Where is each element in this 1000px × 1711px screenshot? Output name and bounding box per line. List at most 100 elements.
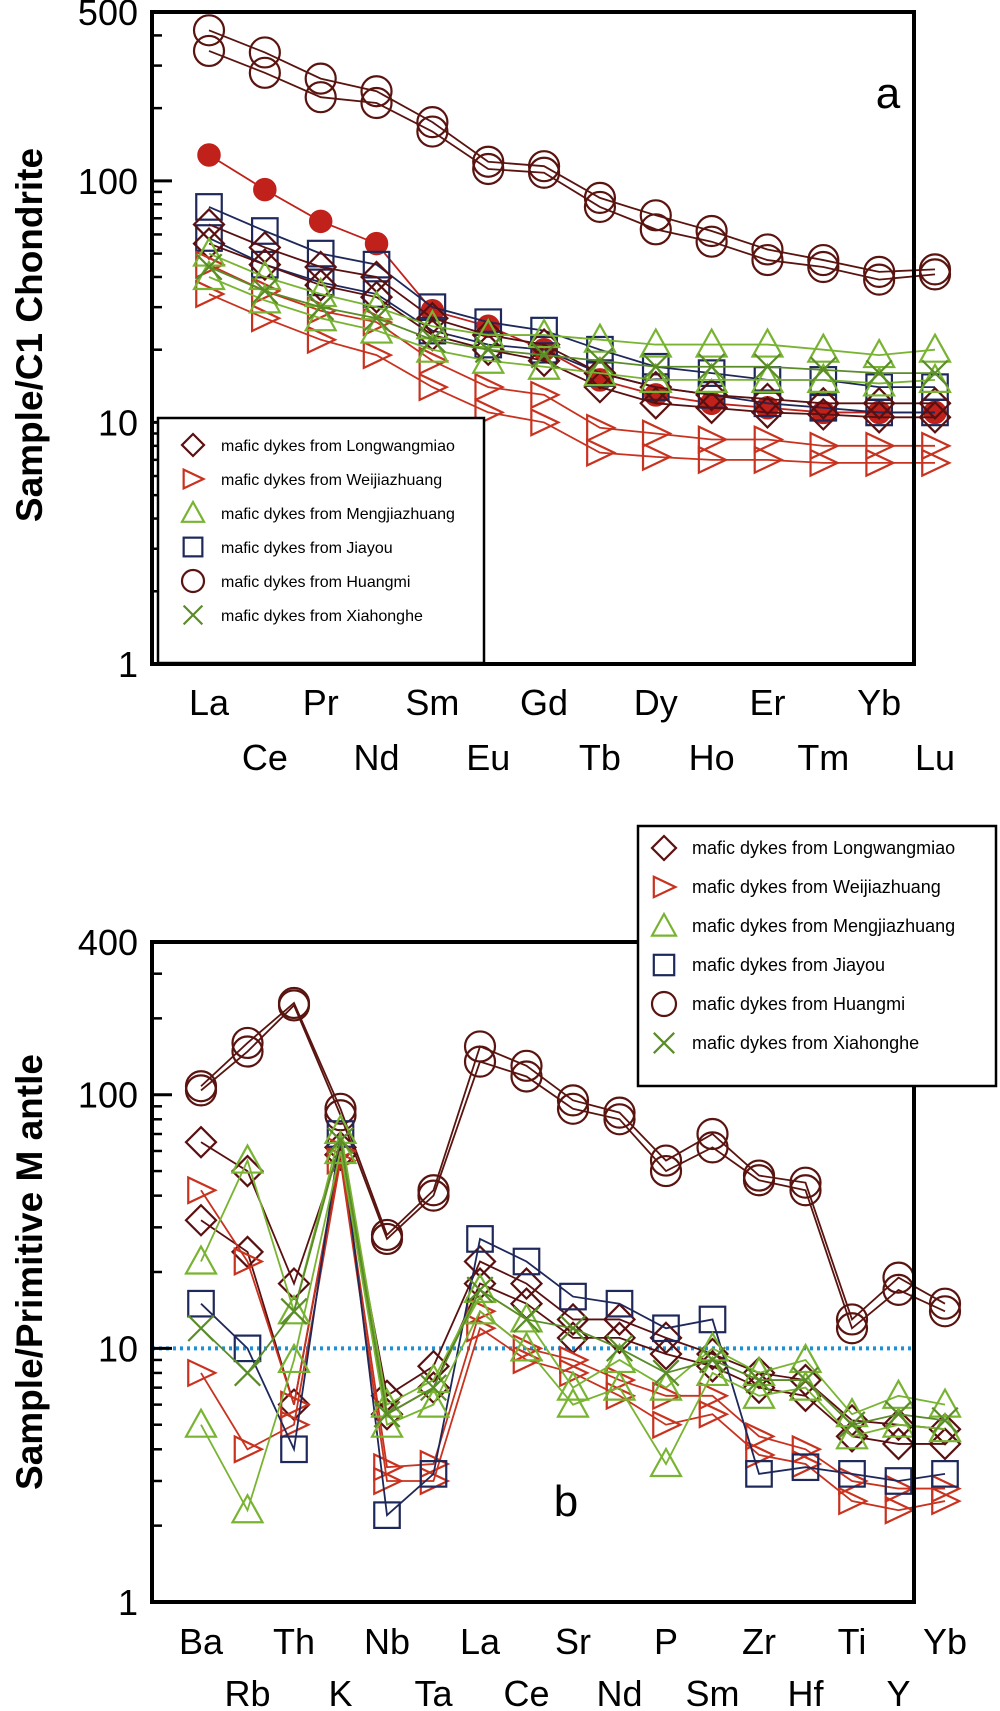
chart-a-point-ho: [695, 378, 729, 412]
chart-a-point-er: [751, 233, 784, 266]
chart-a-point-lu: [921, 398, 949, 427]
chart-a-series-mafic-dykes-from-weijiazhuang-7: [195, 250, 952, 461]
chart-a-x-tick-label-tm: Tm: [797, 737, 849, 778]
chart-b-point-ce: [512, 1247, 541, 1276]
chart-a-point-er: [750, 382, 785, 416]
legend-label: mafic dykes from Xiahonghe: [692, 1033, 919, 1053]
chart-b-point-ti: [838, 1411, 866, 1439]
chart-b-point-rb: [233, 1247, 265, 1276]
chart-b-x-tick-label-y: Y: [886, 1673, 910, 1711]
chart-a-point-ce: [250, 217, 279, 245]
legend-item-mafic-dykes-from-weijiazhuang: mafic dykes from Weijiazhuang: [182, 467, 442, 491]
chart-b-point-nd: [602, 1321, 637, 1355]
chart-b-point-ba: [187, 1175, 218, 1205]
chart-b-point-k: [324, 1092, 357, 1125]
chart-a-legend-box: [156, 416, 486, 665]
chart-b-point-ti: [838, 1460, 866, 1488]
chart-a-point-ce: [248, 248, 282, 282]
legend-label: mafic dykes from Mengjiazhuang: [221, 506, 455, 523]
chart-b-point-la: [466, 1296, 497, 1326]
chart-b-point-p: [652, 1410, 683, 1440]
chart-a-point-nd: [364, 231, 389, 256]
chart-a-point-tm: [809, 393, 838, 422]
chart-a-series-mafic-dykes-from-weijiazhuang-8: [195, 279, 952, 478]
chart-a-point-ce: [253, 177, 277, 202]
chart-a-point-yb: [863, 263, 896, 296]
chart-b-x-tick-label-ba: Ba: [179, 1621, 224, 1662]
legend-marker-square: [182, 536, 204, 558]
chart-a-series-mafic-dykes-from-jiayou-3: [195, 193, 949, 401]
chart-a-point-lu: [918, 386, 952, 420]
chart-a-point-tm: [809, 448, 841, 478]
chart-b-point-sm: [698, 1399, 730, 1429]
chart-a-point-gd: [530, 335, 558, 364]
chart-a-point-pr: [307, 293, 335, 321]
chart-a-point-gd: [527, 156, 561, 189]
chart-b-point-nd: [603, 1096, 636, 1129]
chart-a-point-tm: [809, 431, 841, 461]
chart-b-point-p: [649, 1446, 683, 1478]
chart-b-point-la: [463, 1272, 497, 1304]
legend-label: mafic dykes from Huangmi: [221, 574, 410, 591]
legend-marker-triangle-right: [182, 467, 207, 491]
chart-b-point-th: [277, 1294, 311, 1325]
chart-a-point-dy: [639, 213, 672, 246]
chart-b-point-y: [881, 1427, 916, 1461]
chart-b-point-ba: [184, 1244, 218, 1275]
chart-a-series-line: [208, 50, 936, 281]
chart-b-point-la: [463, 1045, 497, 1078]
chart-b-point-zr: [745, 1460, 773, 1488]
chart-a-frame: [150, 10, 916, 666]
legend-label: mafic dykes from Jiayou: [692, 955, 885, 975]
chart-b-x-tick-label-rb: Rb: [224, 1673, 270, 1711]
chart-a-point-sm: [416, 115, 449, 148]
chart-a-point-ho: [694, 327, 729, 358]
chart-a-point-ho: [694, 362, 729, 393]
chart-a-point-eu: [472, 145, 505, 178]
chart-b-series-line: [200, 1133, 946, 1517]
chart-b-x-tick-label-nd: Nd: [596, 1673, 642, 1711]
chart-a-point-tb: [586, 347, 614, 375]
chart-b-point-y: [884, 1467, 913, 1495]
chart-b-plot-area: [152, 986, 962, 1529]
legend-marker-x: [182, 604, 204, 626]
chart-a-point-la: [192, 34, 226, 68]
chart-a-point-tb: [583, 370, 617, 404]
chart-a-point-er: [753, 389, 782, 418]
chart-a-point-ce: [248, 56, 281, 89]
chart-a-point-lu: [918, 362, 952, 393]
chart-a-series-mafic-dykes-from-huangmi-0: [192, 14, 952, 288]
chart-b-point-ba: [187, 1314, 215, 1342]
chart-a-point-yb: [862, 400, 896, 434]
chart-a-y-tick-label-10: 10: [98, 402, 138, 443]
legend-marker-triangle-right: [652, 875, 678, 899]
chart-a-y-tick-label-1: 1: [118, 644, 138, 685]
chart-a-point-dy: [639, 386, 673, 420]
chart-b-point-p: [649, 1144, 683, 1177]
chart-b-point-zr: [742, 1378, 776, 1409]
chart-a-x-tick-label-dy: Dy: [634, 682, 678, 723]
chart-b-point-p: [649, 1337, 683, 1371]
chart-b-point-hf: [791, 1366, 820, 1394]
chart-a-point-er: [753, 424, 785, 454]
legend-label: mafic dykes from Longwangmiao: [692, 838, 955, 858]
chart-b-point-nd: [602, 1370, 637, 1401]
chart-b-point-p: [649, 1370, 683, 1401]
chart-b-point-rb: [231, 1026, 264, 1060]
legend-item-mafic-dykes-from-jiayou: mafic dykes from Jiayou: [652, 953, 885, 977]
chart-a-point-tm: [806, 397, 840, 431]
chart-a-x-tick-label-nd: Nd: [354, 737, 400, 778]
chart-b-point-sr: [556, 1302, 590, 1337]
legend-marker-triangle-up: [650, 911, 678, 937]
chart-a-point-tm: [809, 356, 837, 384]
chart-a-point-er: [750, 395, 785, 429]
chart-a-x-tick-label-tb: Tb: [579, 737, 621, 778]
chart-a-point-nd: [359, 280, 394, 314]
legend-marker-diamond: [180, 432, 206, 458]
chart-b-x-tick-label-k: K: [328, 1673, 352, 1711]
chart-b-point-zr: [742, 1371, 776, 1405]
chart-b-y-tick-label-1: 1: [118, 1582, 138, 1623]
chart-a-point-lu: [921, 431, 952, 461]
chart-a-point-nd: [363, 304, 391, 332]
